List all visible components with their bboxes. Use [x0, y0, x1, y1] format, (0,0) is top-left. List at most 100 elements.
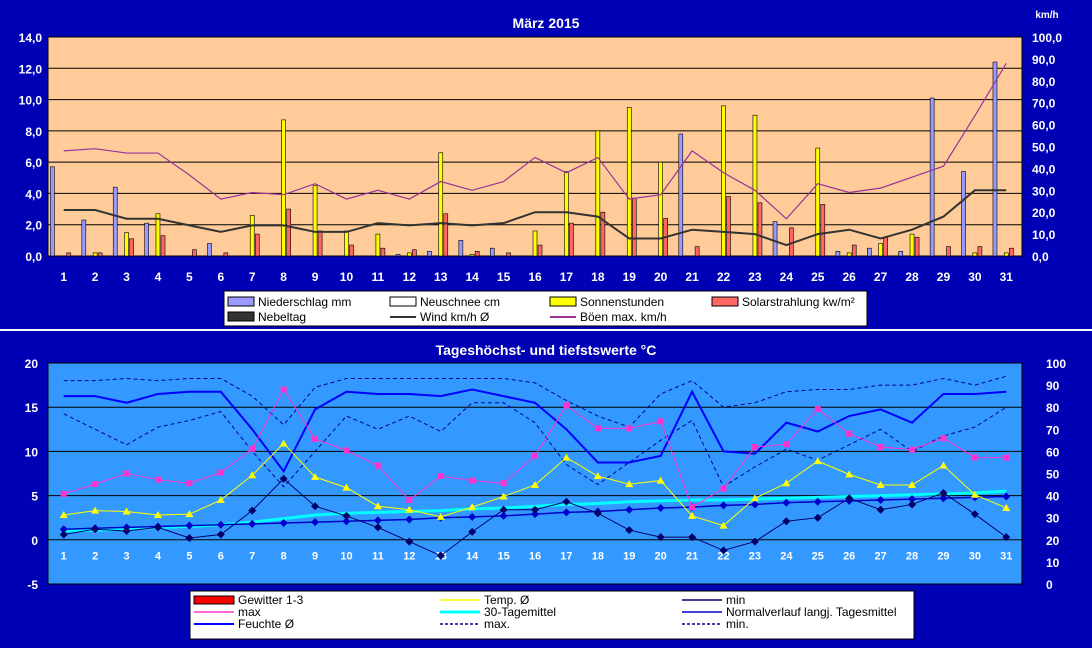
top-xtick-label: 11 — [372, 270, 385, 284]
top-bar — [443, 213, 449, 257]
bottom-marker-temp — [750, 494, 759, 502]
top-xtick-label: 6 — [217, 270, 224, 284]
bottom-marker-min — [373, 523, 382, 532]
top-ytick-label: 10,0 — [19, 94, 43, 108]
bottom-marker-max — [532, 452, 538, 459]
top-xtick-label: 24 — [780, 270, 794, 284]
bottom-marker-temp — [499, 492, 508, 500]
bottom-ytick-label: 0 — [31, 534, 38, 548]
bottom-marker-temp — [436, 512, 445, 520]
top-ytick-label: 6,0 — [25, 156, 42, 170]
top-bar — [407, 252, 412, 257]
bottom-marker-temp — [185, 510, 194, 518]
top-xtick-label: 2 — [92, 270, 99, 284]
top-xtick-label: 28 — [905, 270, 919, 284]
legend-swatch — [227, 311, 255, 322]
top-xtick-label: 30 — [968, 270, 982, 284]
bottom-xtick-label: 11 — [372, 551, 384, 563]
bottom-marker-temp — [248, 471, 257, 479]
top-bar — [564, 171, 569, 257]
top-xtick-label: 9 — [312, 270, 319, 284]
bottom-xtick-label: 6 — [218, 551, 224, 563]
bottom-marker-max — [846, 430, 853, 437]
bottom-marker-max — [971, 454, 978, 461]
legend-label: Temp. Ø — [484, 593, 529, 607]
bottom-marker-min — [908, 500, 917, 509]
bottom-marker-normal — [1002, 492, 1011, 501]
legend-swatch — [193, 595, 235, 605]
bottom-marker-temp — [91, 506, 100, 514]
top-xtick-label: 21 — [685, 270, 699, 284]
bottom-marker-min — [845, 494, 854, 503]
top-y2tick-label: 40,0 — [1032, 162, 1056, 176]
bottom-xtick-label: 22 — [717, 551, 729, 563]
top-bar — [626, 107, 632, 257]
bottom-line-feuchte-max — [63, 375, 1007, 428]
top-xtick-label: 7 — [249, 270, 256, 284]
bottom-marker-normal — [750, 500, 759, 509]
bottom-marker-max — [123, 470, 130, 477]
bottom-marker-temp — [625, 480, 634, 488]
legend-swatch — [549, 296, 577, 307]
bottom-marker-normal — [373, 516, 382, 525]
legend-label: min. — [726, 617, 749, 631]
top-chart: 0,0 2,0 4,0 6,0 8,0 10,0 12,0 14,0 0,0 10,0 20,0 30… — [19, 10, 1062, 327]
top-ytick-label: 4,0 — [25, 187, 42, 201]
bottom-marker-max — [406, 497, 413, 504]
bottom-marker-max — [720, 485, 727, 492]
top-xtick-label: 8 — [280, 270, 287, 284]
bottom-legend-box — [189, 590, 915, 640]
bottom-marker-max — [92, 481, 99, 488]
legend-swatch — [711, 296, 739, 307]
top-bar — [726, 196, 731, 257]
bottom-marker-min — [91, 525, 100, 534]
top-y2tick-label: 60,0 — [1032, 119, 1056, 133]
bottom-y2tick-label: 10 — [1046, 556, 1060, 570]
top-bar — [254, 233, 260, 257]
top-bar — [878, 243, 883, 257]
bottom-marker-min — [436, 551, 445, 560]
bottom-y2tick-label: 100 — [1046, 357, 1066, 371]
bottom-xtick-label: 25 — [812, 551, 824, 563]
top-bar — [600, 211, 606, 257]
bottom-xtick-label: 24 — [780, 551, 793, 563]
bottom-marker-temp — [562, 453, 571, 461]
top-xtick-label: 12 — [403, 270, 417, 284]
bottom-marker-temp — [1002, 503, 1011, 511]
bottom-marker-normal — [656, 503, 665, 512]
bottom-y2tick-label: 70 — [1046, 423, 1060, 437]
top-bar — [97, 252, 103, 257]
bottom-xtick-label: 1 — [61, 551, 67, 563]
bottom-marker-max — [783, 441, 790, 448]
top-xtick-label: 25 — [811, 270, 825, 284]
bottom-marker-max — [909, 446, 916, 453]
top-xtick-label: 10 — [340, 270, 354, 284]
bottom-marker-min — [939, 488, 948, 497]
bottom-marker-max — [814, 405, 821, 412]
bottom-marker-max — [437, 473, 444, 480]
top-line-boeen — [63, 62, 1007, 220]
bottom-marker-min — [185, 534, 194, 543]
legend-label: Feuchte Ø — [238, 617, 294, 631]
bottom-y2tick-label: 80 — [1046, 401, 1060, 415]
bottom-xtick-label: 26 — [843, 551, 855, 563]
bottom-marker-temp — [373, 502, 382, 510]
bottom-marker-min — [1002, 533, 1011, 542]
bottom-marker-normal — [625, 505, 634, 514]
bottom-xtick-label: 14 — [466, 551, 479, 563]
bottom-marker-temp — [813, 457, 822, 465]
bottom-marker-max — [500, 480, 507, 487]
bottom-marker-min — [593, 509, 602, 518]
top-legend-box — [223, 290, 868, 327]
legend-label: Böen max. km/h — [580, 310, 667, 324]
bottom-line-feuchte — [63, 388, 1007, 474]
bottom-xtick-label: 18 — [592, 551, 604, 563]
top-bar — [678, 133, 684, 257]
legend-label: Nebeltag — [258, 310, 306, 324]
top-bar — [694, 246, 700, 257]
top-bar — [537, 244, 543, 257]
bottom-marker-temp — [970, 490, 979, 498]
bottom-ytick-label: 5 — [31, 490, 38, 504]
